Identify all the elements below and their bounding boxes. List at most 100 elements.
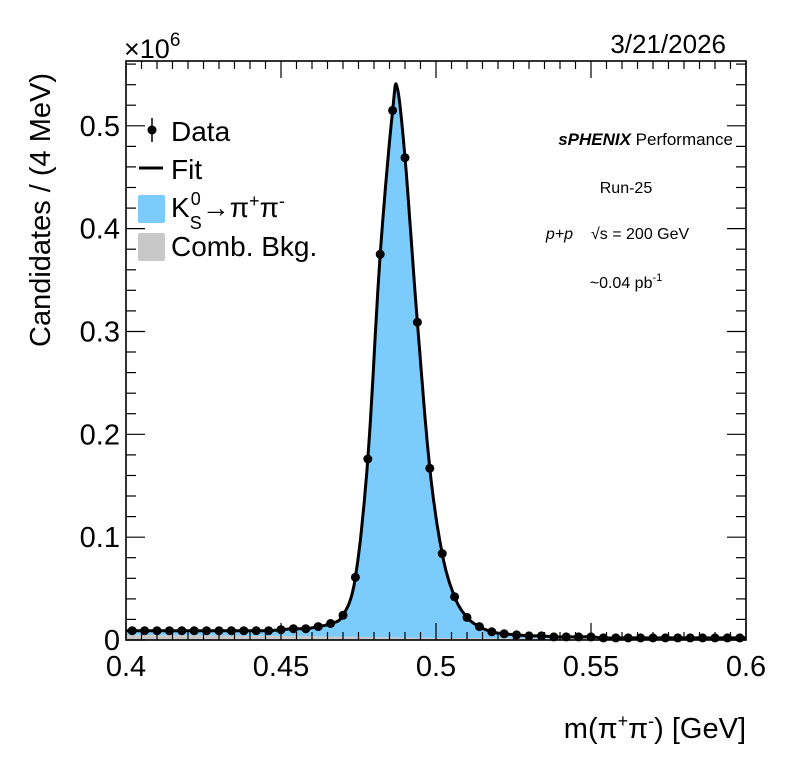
data-point <box>251 626 261 636</box>
data-point <box>549 632 559 642</box>
data-point <box>574 632 584 642</box>
data-point-marker <box>512 630 522 640</box>
data-point-marker <box>462 612 472 622</box>
data-point-marker <box>251 626 261 636</box>
data-point-marker <box>202 626 212 636</box>
x-tick-label: 0.6 <box>726 651 766 683</box>
x-tick-label: 0.4 <box>106 651 146 683</box>
data-point-marker <box>152 626 162 636</box>
legend-bkg-swatch-icon <box>138 233 165 261</box>
data-point <box>301 624 311 634</box>
data-point-marker <box>189 626 199 636</box>
legend-data-marker-icon <box>147 125 157 135</box>
data-point <box>412 317 422 327</box>
data-point <box>152 626 162 636</box>
data-point <box>611 633 621 643</box>
data-point-marker <box>239 626 249 636</box>
data-point <box>673 633 683 643</box>
data-point <box>462 612 472 622</box>
legend-label-bkg: Comb. Bkg. <box>171 231 317 262</box>
data-point <box>474 622 484 632</box>
data-point-marker <box>487 627 497 637</box>
run-label: Run-25 <box>600 180 653 197</box>
signal-layer <box>126 83 746 639</box>
data-point <box>313 622 323 632</box>
data-point <box>437 549 447 559</box>
data-point <box>512 630 522 640</box>
data-point <box>264 626 274 636</box>
data-point <box>338 610 348 620</box>
data-point-marker <box>326 619 336 628</box>
data-point <box>375 249 385 259</box>
data-point-marker <box>177 626 187 636</box>
data-point-marker <box>450 592 460 602</box>
data-point-marker <box>574 632 584 642</box>
data-point-marker <box>536 631 546 641</box>
legend-item-bkg: Comb. Bkg. <box>138 231 317 262</box>
data-point <box>425 463 435 473</box>
y-tick-label: 0.5 <box>80 111 120 143</box>
data-point-marker <box>288 624 298 634</box>
legend-signal-swatch-icon <box>138 195 165 223</box>
data-point <box>177 626 187 636</box>
date-label: 3/21/2026 <box>610 29 726 59</box>
data-point-marker <box>735 633 745 643</box>
x-tick-label: 0.5 <box>416 651 456 683</box>
data-point-marker <box>375 249 385 259</box>
data-point-marker <box>673 633 683 643</box>
axes-layer: 0.4 0.45 0.5 0.55 0.6 0 0.1 0.2 0.3 0.4 0.5 <box>80 60 766 683</box>
data-point <box>363 454 373 464</box>
data-point <box>140 626 150 636</box>
legend-label-signal: K0 S→π+π- <box>171 189 285 233</box>
data-point-marker <box>425 463 435 473</box>
data-point-marker <box>561 632 571 642</box>
data-point <box>685 633 695 643</box>
legend-label-data: Data <box>171 116 231 147</box>
legend-item-signal: K0 S→π+π- <box>138 189 285 233</box>
y-tick-label: 0.3 <box>80 316 120 348</box>
data-point <box>536 631 546 641</box>
data-point <box>499 629 509 639</box>
data-point-marker <box>363 454 373 464</box>
data-point <box>226 626 236 636</box>
data-point-marker <box>437 549 447 559</box>
data-point <box>388 105 398 115</box>
data-point-marker <box>301 624 311 634</box>
data-point-marker <box>140 626 150 636</box>
data-point <box>127 626 137 636</box>
legend: Data Fit K0 S→π+π- Comb. Bkg. <box>138 116 317 262</box>
y-axis-label: Candidates / (4 MeV) <box>25 73 57 347</box>
y-tick-label: 0.2 <box>80 419 120 451</box>
data-point-marker <box>388 105 398 115</box>
data-point-marker <box>226 626 236 636</box>
legend-item-fit: Fit <box>139 154 202 185</box>
y-multiplier: ×106 <box>124 30 180 64</box>
data-point-marker <box>164 626 174 636</box>
data-point-marker <box>127 626 137 636</box>
data-point <box>239 626 249 636</box>
data-point <box>400 153 410 163</box>
x-tick-label: 0.45 <box>253 651 309 683</box>
data-point <box>561 632 571 642</box>
data-point-marker <box>400 153 410 163</box>
data-point-marker <box>499 629 509 639</box>
legend-item-data: Data <box>147 116 231 147</box>
data-point-marker <box>313 622 323 632</box>
system-label: p+p <box>545 226 573 243</box>
data-point <box>214 626 224 636</box>
x-axis-label: m(π+π-) [GeV] <box>564 711 746 745</box>
luminosity-label: ~0.04 pb-1 <box>590 272 663 292</box>
y-tick-label: 0 <box>104 625 120 657</box>
data-point <box>487 627 497 637</box>
energy-label: √s = 200 GeV <box>591 226 690 243</box>
data-point <box>623 633 633 643</box>
experiment-label: sPHENIX Performance <box>558 130 733 149</box>
data-point <box>202 626 212 636</box>
x-tick-label: 0.55 <box>563 651 619 683</box>
data-point-marker <box>264 626 274 636</box>
data-point <box>350 572 360 582</box>
data-point-marker <box>685 633 695 643</box>
data-point-marker <box>412 317 422 327</box>
data-point-marker <box>350 572 360 582</box>
data-point <box>735 633 745 643</box>
